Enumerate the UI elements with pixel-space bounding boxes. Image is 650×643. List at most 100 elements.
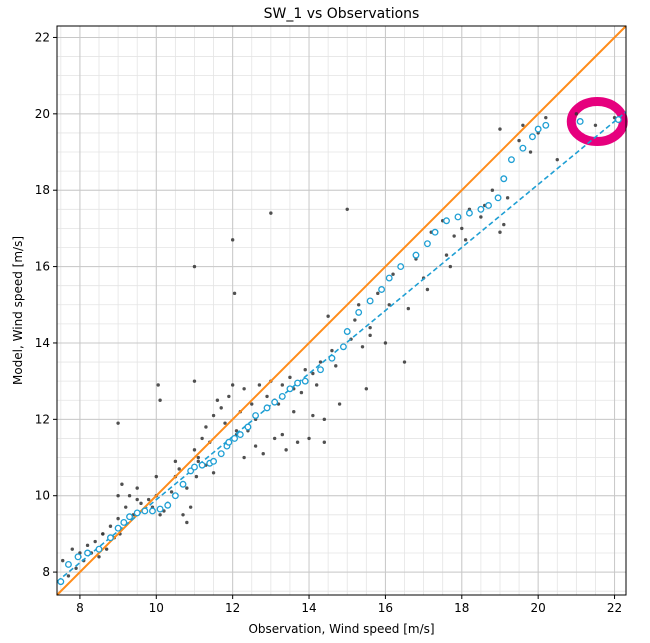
x-tick-label: 22	[607, 601, 622, 615]
quantile-point	[65, 560, 72, 568]
quantile-point	[141, 507, 149, 515]
quantile-point	[236, 431, 244, 439]
observation-point	[307, 436, 311, 441]
observation-point	[70, 547, 74, 551]
quantile-point	[507, 156, 515, 164]
observation-point	[463, 238, 468, 242]
quantile-point	[317, 366, 324, 374]
x-tick-label: 10	[149, 601, 164, 615]
quantile-point	[485, 202, 492, 209]
observation-point	[448, 264, 453, 269]
quantile-point	[534, 125, 542, 133]
observation-point	[108, 524, 113, 528]
quantile-point	[328, 354, 336, 362]
y-axis-ticks: 8 10 12 14 16 18 20 22	[35, 30, 57, 579]
observation-point	[230, 238, 235, 242]
observation-point	[345, 207, 349, 212]
quantile-point	[57, 578, 65, 586]
observation-point	[257, 383, 262, 387]
x-tick-label: 18	[454, 601, 469, 615]
observation-point	[124, 505, 128, 509]
quantile-point	[519, 144, 527, 152]
observation-point	[66, 574, 71, 578]
quantile-point	[120, 518, 128, 526]
quantile-point	[252, 412, 260, 419]
observation-point	[502, 222, 506, 227]
observation-point	[74, 566, 78, 570]
observation-point	[505, 196, 510, 200]
observation-point	[135, 497, 139, 502]
observation-point	[311, 371, 315, 376]
chart-title: SW_1 vs Observations	[264, 6, 420, 22]
observation-point	[295, 440, 300, 444]
observation-point	[265, 394, 269, 399]
observation-point	[299, 390, 304, 395]
observation-point	[93, 539, 97, 544]
observation-point	[185, 520, 189, 525]
quantile-point	[126, 513, 134, 521]
observation-point	[303, 367, 307, 372]
quantile-point	[378, 286, 386, 293]
quantile-point	[412, 251, 420, 259]
quantile-point	[431, 228, 439, 236]
x-tick-label: 12	[225, 601, 240, 615]
quantile-point	[114, 524, 122, 532]
observation-point	[242, 387, 246, 391]
quantile-point	[443, 217, 450, 225]
x-tick-label: 16	[378, 601, 393, 615]
observation-point	[280, 383, 285, 387]
quantile-point	[477, 205, 485, 213]
observation-point	[188, 505, 193, 509]
quantile-point	[366, 297, 374, 305]
quantile-point	[217, 450, 225, 458]
observation-point	[116, 421, 120, 425]
observation-point	[120, 482, 124, 486]
observation-point	[177, 467, 181, 471]
quantile-point	[385, 274, 393, 282]
observation-point	[334, 364, 338, 368]
observation-point	[104, 547, 109, 551]
plot-frame	[56, 25, 627, 596]
observation-point	[498, 230, 502, 234]
quantile-point	[95, 545, 103, 553]
x-axis-ticks: 8 10 12 14 16 18 20 22	[76, 595, 622, 615]
observation-point	[574, 112, 579, 116]
quantile-point	[84, 549, 92, 557]
observation-point	[280, 432, 285, 437]
observation-point	[250, 402, 254, 406]
quantile-point	[149, 507, 156, 515]
observation-point	[360, 345, 365, 349]
highlight-ellipse	[566, 97, 628, 147]
observation-point	[211, 471, 216, 475]
y-tick-label: 12	[35, 412, 50, 426]
observation-point	[387, 303, 391, 307]
observation-point	[156, 383, 160, 387]
observation-point	[269, 211, 273, 215]
y-tick-label: 20	[35, 107, 50, 121]
observation-point	[211, 413, 216, 418]
observation-point	[528, 150, 533, 154]
observation-point	[192, 379, 197, 383]
y-tick-label: 14	[35, 336, 50, 350]
observation-point	[479, 215, 483, 219]
quantile-point	[454, 213, 462, 221]
observation-point	[322, 417, 327, 422]
observation-point	[261, 452, 265, 456]
observation-point	[490, 188, 495, 192]
quantile-point	[528, 133, 536, 141]
observation-point	[498, 127, 502, 131]
quantile-point	[542, 121, 550, 129]
quantile-point	[294, 379, 302, 387]
observation-point	[135, 486, 139, 490]
observation-point	[330, 348, 334, 353]
observation-point	[425, 287, 430, 292]
quantile-point	[614, 116, 622, 124]
observation-point	[311, 413, 315, 418]
observation-point	[85, 543, 90, 548]
quantile-point	[339, 343, 347, 351]
quantile-point	[133, 509, 141, 517]
observation-point	[356, 303, 361, 307]
observation-point	[383, 341, 388, 345]
observation-point	[326, 314, 330, 318]
